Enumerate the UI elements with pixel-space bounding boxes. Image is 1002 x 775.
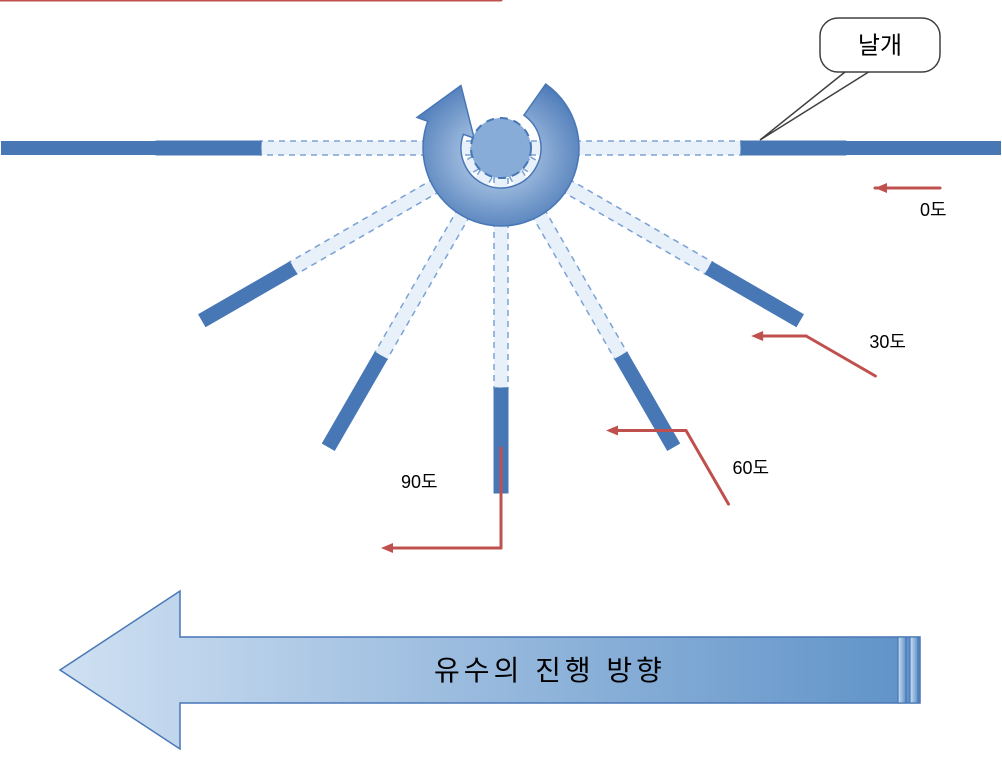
hub-circle bbox=[471, 118, 531, 178]
flow-arrow-tailbar bbox=[898, 637, 906, 703]
flow-arrow-label: 유수의 진행 방향 bbox=[434, 655, 666, 686]
angle-label-60: 60도 bbox=[733, 458, 770, 478]
callout-blade: 날개 bbox=[760, 18, 940, 140]
angle-label-0: 0도 bbox=[920, 200, 947, 220]
flow-arrow-tailbar bbox=[910, 637, 918, 703]
angle-arrow-30 bbox=[751, 331, 875, 376]
callout-label: 날개 bbox=[858, 32, 902, 59]
blade-extension-left bbox=[1, 141, 156, 155]
angle-label-30: 30도 bbox=[869, 332, 906, 352]
angle-label-90: 90도 bbox=[401, 472, 438, 492]
diagram-canvas: 0도 30도 60도 90도 날개유수의 진행 방향 bbox=[0, 0, 1002, 775]
angle-arrow-0 bbox=[875, 183, 940, 193]
angle-arrow-90c bbox=[381, 448, 501, 553]
blade-extension-right bbox=[846, 141, 1001, 155]
